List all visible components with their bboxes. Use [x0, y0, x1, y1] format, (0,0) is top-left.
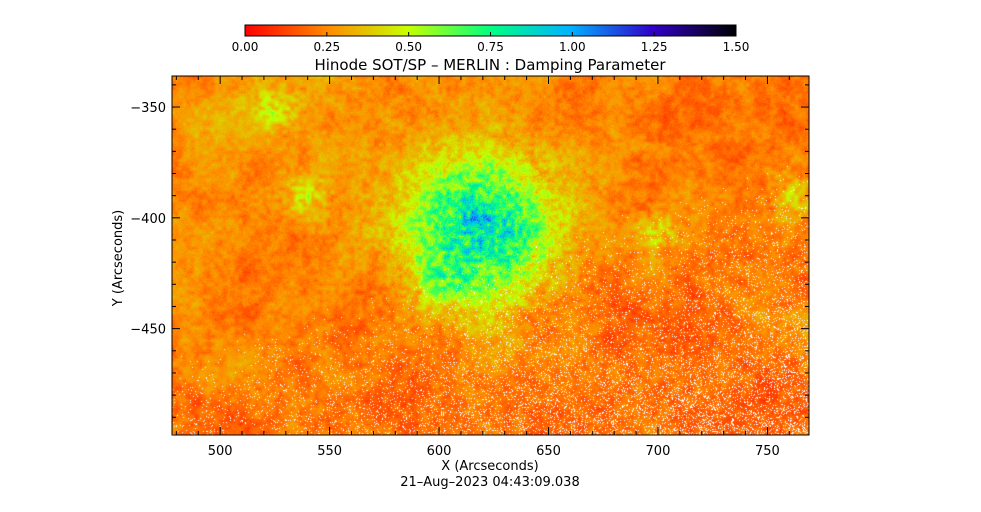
y-tick-label: −400 [130, 212, 166, 227]
heatmap-canvas [172, 76, 809, 435]
colorbar-tick-label: 0.75 [477, 40, 504, 54]
y-tick-label: −350 [130, 101, 166, 116]
heatmap-area [172, 76, 809, 435]
x-tick-label: 650 [536, 444, 561, 459]
x-tick-label: 500 [208, 444, 233, 459]
colorbar-tick-label: 0.25 [313, 40, 340, 54]
colorbar-tick-label: 0.50 [395, 40, 422, 54]
x-axis-label: X (Arcseconds) [441, 459, 538, 474]
x-tick-label: 750 [755, 444, 780, 459]
x-tick-label: 700 [646, 444, 671, 459]
colorbar-tick-label: 1.25 [641, 40, 668, 54]
x-tick-label: 600 [427, 444, 452, 459]
timestamp: 21–Aug–2023 04:43:09.038 [400, 475, 579, 490]
y-tick-label: −450 [130, 323, 166, 338]
y-axis: −350 −400 −450 [130, 84, 809, 418]
plot-frame [171, 75, 810, 436]
colorbar-tick-label: 1.00 [559, 40, 586, 54]
y-axis-label: Y (Arcseconds) [111, 210, 126, 307]
colorbar-tick-label: 0.00 [232, 40, 259, 54]
x-axis: 500 550 600 650 700 750 [175, 76, 790, 459]
colorbar-ticks: 0.00 0.25 0.50 0.75 1.00 1.25 1.50 [232, 32, 750, 54]
x-tick-label: 550 [317, 444, 342, 459]
colorbar-tick-label: 1.50 [723, 40, 750, 54]
chart-title: Hinode SOT/SP – MERLIN : Damping Paramet… [314, 56, 666, 74]
